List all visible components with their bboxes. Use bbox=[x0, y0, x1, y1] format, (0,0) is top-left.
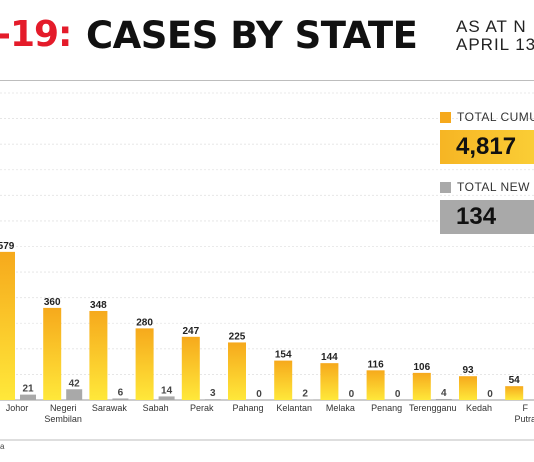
data-label-new: 4 bbox=[441, 388, 447, 399]
data-label-new: 0 bbox=[395, 389, 401, 400]
data-label-new: 2 bbox=[302, 388, 308, 399]
data-label-cumulative: 280 bbox=[136, 317, 153, 328]
data-label-cumulative: 579 bbox=[0, 241, 15, 252]
category-label: Perak bbox=[190, 403, 214, 413]
data-label-cumulative: 348 bbox=[90, 300, 107, 311]
bar-new bbox=[435, 398, 452, 400]
category-label: Sabah bbox=[143, 403, 169, 413]
data-label-new: 0 bbox=[256, 389, 262, 400]
data-label-cumulative: 225 bbox=[229, 331, 246, 342]
chart-header: -19: CASES BY STATE AS AT N APRIL 13 bbox=[0, 0, 534, 80]
bars bbox=[0, 251, 524, 400]
data-label-cumulative: 247 bbox=[182, 326, 199, 337]
data-label-new: 21 bbox=[22, 384, 34, 395]
source-note: a bbox=[0, 442, 5, 451]
data-label-cumulative: 106 bbox=[413, 362, 430, 373]
data-label-new: 6 bbox=[118, 387, 124, 398]
category-label: Putra bbox=[514, 414, 534, 424]
bar-cumulative bbox=[505, 386, 524, 400]
bar-cumulative bbox=[412, 372, 431, 400]
data-label-cumulative: 116 bbox=[368, 359, 385, 370]
bar-new bbox=[158, 396, 175, 400]
data-label-cumulative: 93 bbox=[462, 365, 474, 376]
total-new-value: 134 bbox=[440, 200, 534, 234]
category-label: Johor bbox=[6, 403, 29, 413]
bar-cumulative bbox=[228, 342, 246, 400]
bar-cumulative bbox=[366, 370, 385, 400]
category-label: Sarawak bbox=[92, 403, 128, 413]
data-label-cumulative: 144 bbox=[321, 352, 338, 363]
bar-new bbox=[204, 399, 221, 400]
data-label-new: 0 bbox=[349, 389, 355, 400]
bar-cumulative bbox=[0, 251, 15, 400]
data-label-new: 42 bbox=[69, 378, 81, 389]
bar-cumulative bbox=[274, 360, 293, 400]
data-label-new: 14 bbox=[161, 385, 173, 396]
as-at-date: AS AT N APRIL 13 bbox=[456, 18, 534, 54]
legend-cumulative: TOTAL CUMU 4,817 bbox=[440, 110, 534, 164]
category-label: F bbox=[522, 403, 528, 413]
bar-cumulative bbox=[135, 328, 154, 400]
data-label-cumulative: 54 bbox=[509, 375, 521, 386]
category-label: Penang bbox=[371, 403, 402, 413]
legend-label-cumulative: TOTAL CUMU bbox=[457, 110, 534, 124]
chart-title: CASES BY STATE bbox=[86, 14, 418, 57]
category-label: Kedah bbox=[466, 403, 492, 413]
total-cumulative-value: 4,817 bbox=[440, 130, 534, 164]
bar-cumulative bbox=[459, 376, 477, 400]
bar-new bbox=[66, 389, 83, 400]
bar-cumulative bbox=[320, 363, 339, 400]
labels: 57921Johor36042NegeriSembilan3486Sarawak… bbox=[0, 241, 534, 424]
bar-new bbox=[297, 399, 314, 400]
data-label-cumulative: 360 bbox=[44, 297, 61, 308]
bar-cumulative bbox=[43, 307, 62, 400]
bar-new bbox=[112, 398, 129, 400]
data-label-new: 3 bbox=[210, 388, 216, 399]
data-label-cumulative: 154 bbox=[275, 350, 292, 361]
title-prefix: -19: bbox=[0, 14, 72, 55]
header-divider bbox=[0, 80, 534, 81]
legend-swatch-cumulative bbox=[440, 111, 451, 123]
legend-label-new: TOTAL NEW bbox=[457, 180, 530, 194]
bar-cumulative bbox=[89, 310, 108, 400]
gridlines bbox=[0, 92, 534, 441]
legend-new: TOTAL NEW 134 bbox=[440, 180, 534, 234]
bar-new bbox=[20, 394, 36, 400]
category-label: Terengganu bbox=[409, 403, 457, 413]
category-label: Sembilan bbox=[44, 414, 82, 424]
as-at-line-2: APRIL 13 bbox=[456, 35, 534, 54]
category-label: Melaka bbox=[326, 403, 355, 413]
as-at-line-1: AS AT N bbox=[456, 17, 527, 36]
bar-cumulative bbox=[181, 336, 200, 400]
legend-swatch-new bbox=[440, 181, 451, 193]
category-label: Kelantan bbox=[276, 403, 312, 413]
category-label: Negeri bbox=[50, 403, 77, 413]
data-label-new: 0 bbox=[487, 389, 493, 400]
category-label: Pahang bbox=[232, 403, 263, 413]
